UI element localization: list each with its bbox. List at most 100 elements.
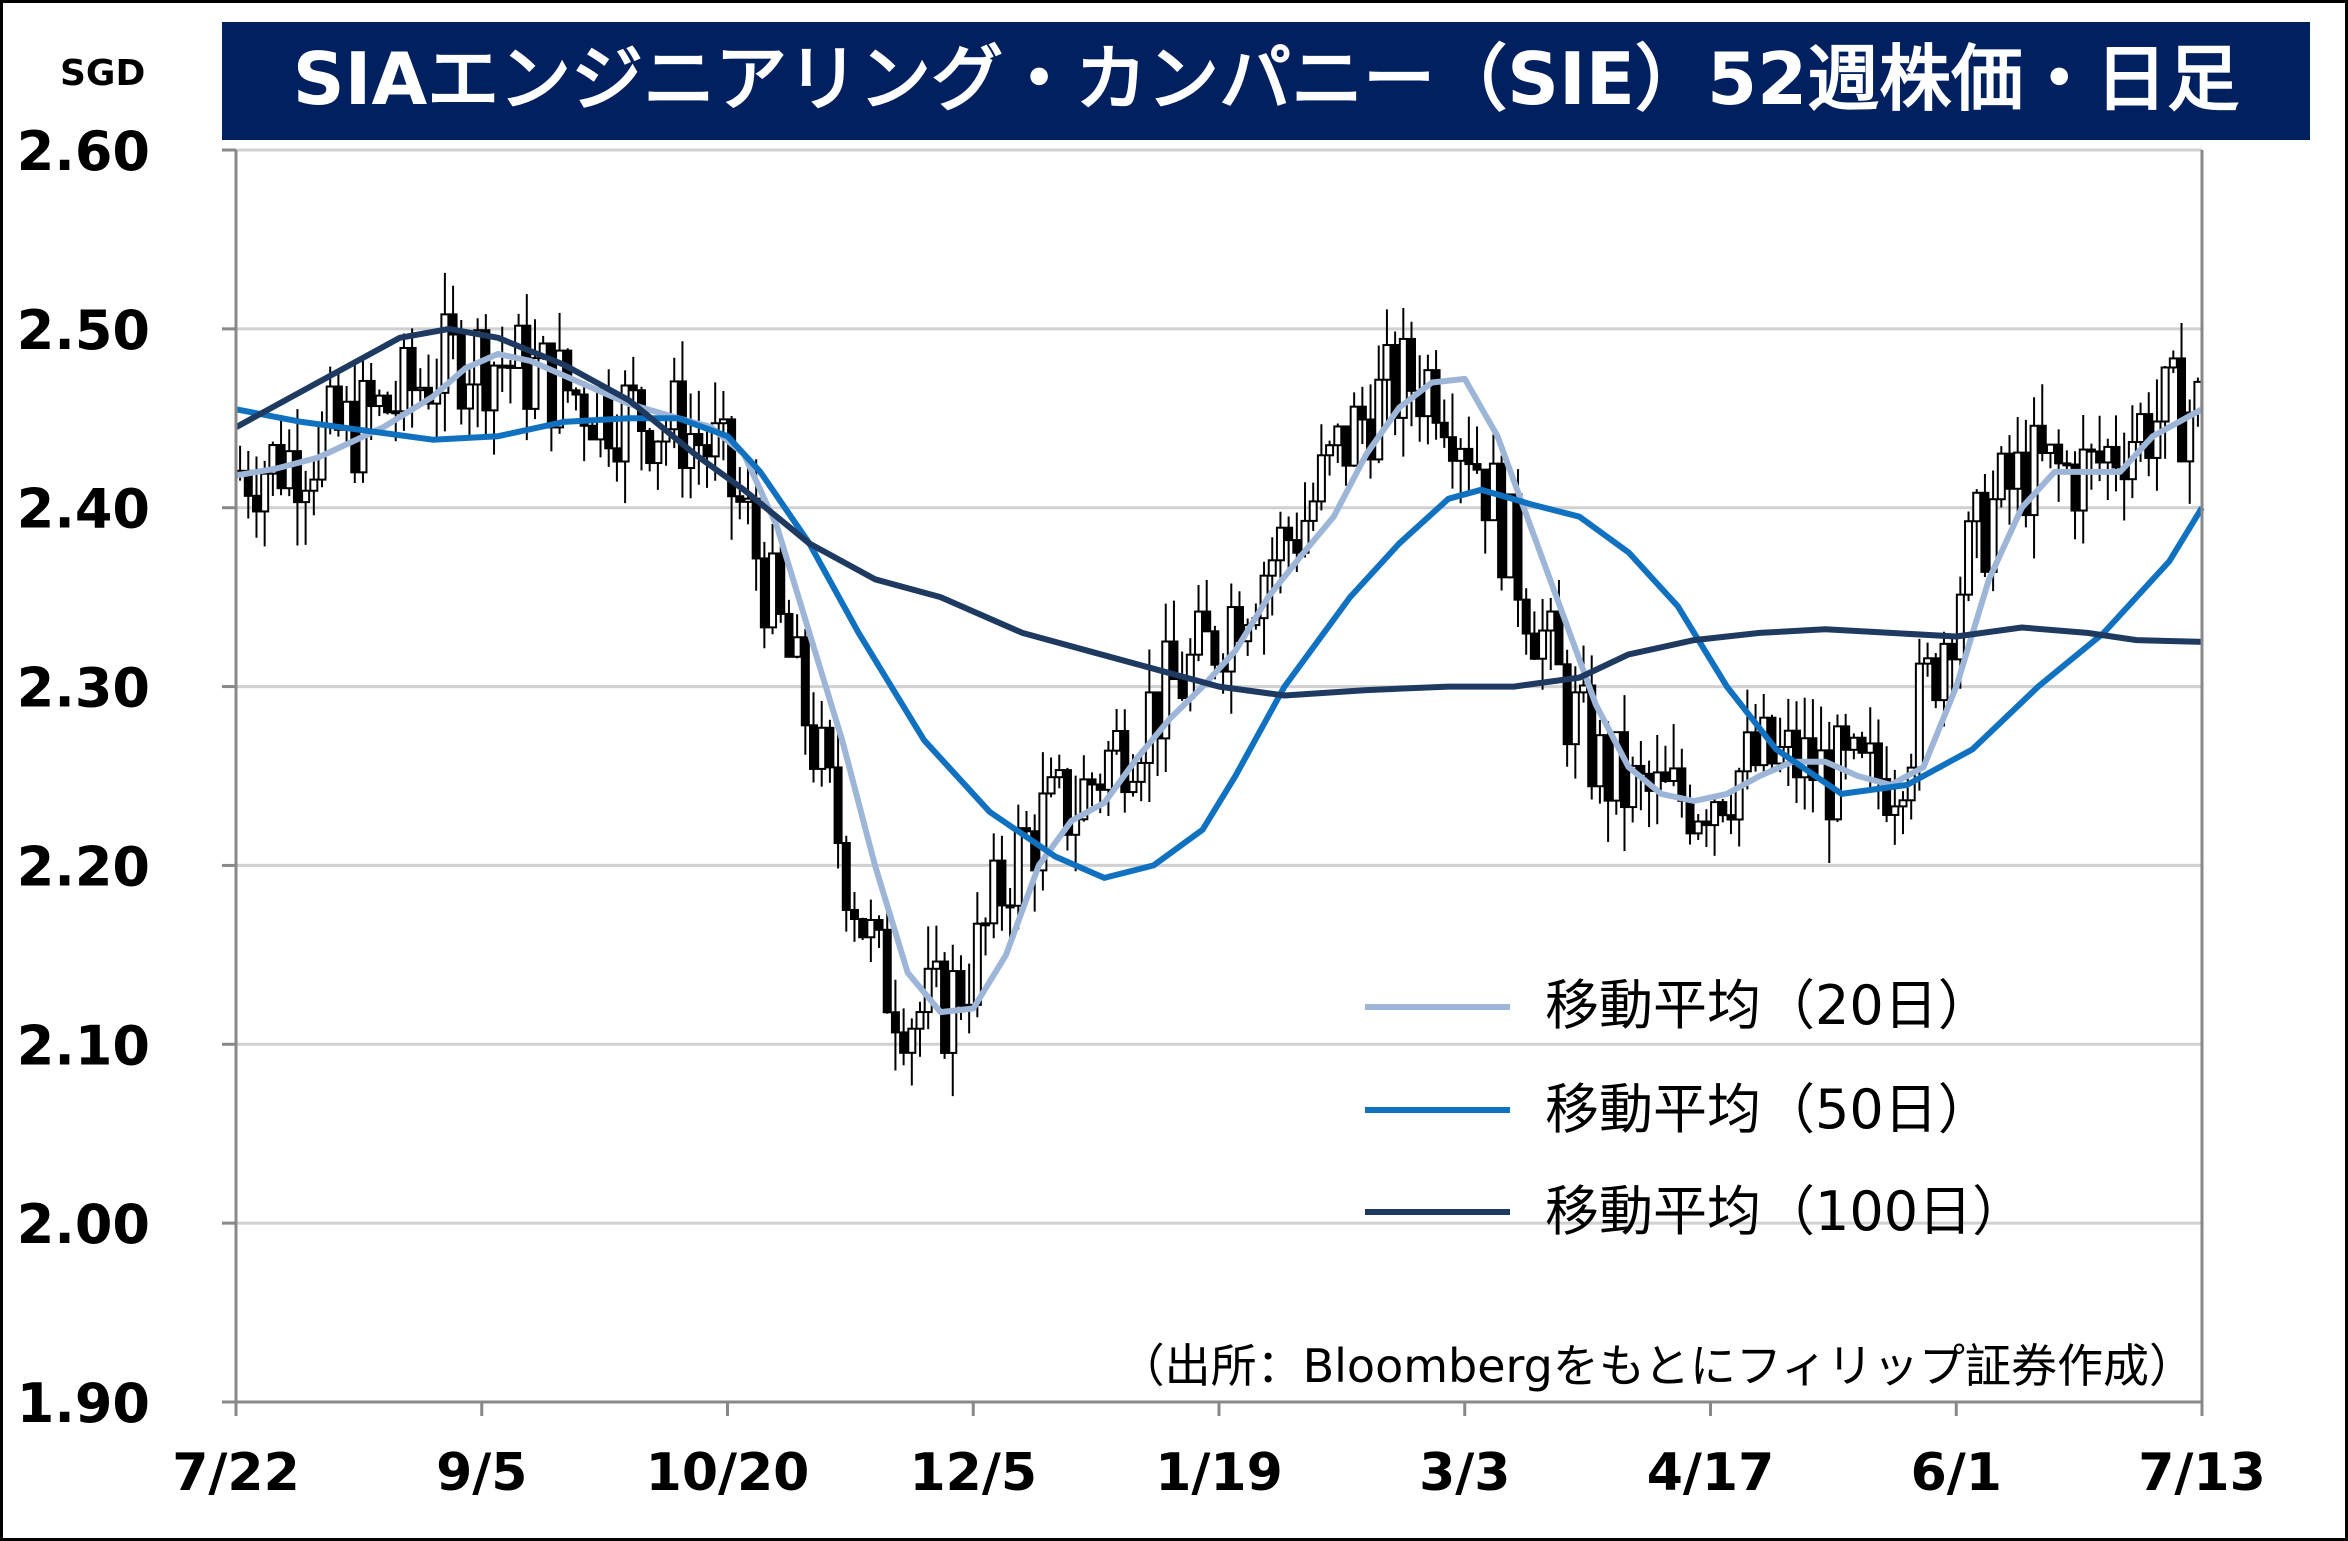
y-tick-label: 2.30 bbox=[17, 657, 150, 720]
candle-body bbox=[2037, 424, 2047, 454]
candle-body bbox=[1914, 662, 1924, 769]
candle-body bbox=[1554, 610, 1564, 666]
candle-body bbox=[817, 726, 827, 770]
candle-body bbox=[653, 440, 663, 465]
candle-body bbox=[981, 922, 991, 927]
candle-body bbox=[809, 724, 819, 770]
candle-body bbox=[1103, 749, 1113, 791]
y-tick-label: 2.60 bbox=[17, 120, 150, 183]
candle-body bbox=[882, 928, 892, 1014]
candle-body bbox=[1865, 742, 1875, 754]
candle-body bbox=[1177, 678, 1187, 700]
ma-line-ma50 bbox=[235, 406, 2205, 881]
candle-body bbox=[1595, 734, 1605, 788]
candle-body bbox=[2152, 420, 2162, 459]
candle-body bbox=[1521, 598, 1531, 635]
candle-body bbox=[1013, 827, 1023, 907]
candle-body bbox=[2004, 452, 2014, 490]
candle-body bbox=[1423, 369, 1433, 418]
candle-body bbox=[2136, 413, 2146, 444]
candle-body bbox=[1341, 425, 1351, 467]
candle-body bbox=[1619, 731, 1629, 809]
candle-body bbox=[358, 379, 368, 474]
candle-body bbox=[628, 384, 638, 392]
candle-body bbox=[1669, 767, 1679, 783]
candle-body bbox=[1710, 801, 1720, 827]
candle-body bbox=[1701, 820, 1711, 827]
candle-body bbox=[702, 444, 712, 458]
candle-body bbox=[1882, 778, 1892, 816]
legend: 移動平均（20日） 移動平均（50日） 移動平均（100日） bbox=[1365, 974, 2026, 1243]
candle-body bbox=[1964, 520, 1974, 596]
legend-label-ma100: 移動平均（100日） bbox=[1545, 1180, 2026, 1243]
candle-body bbox=[849, 908, 859, 921]
candle-body bbox=[587, 424, 597, 441]
candle-body bbox=[2111, 445, 2121, 469]
x-tick-label: 12/5 bbox=[909, 1443, 1037, 1503]
candle-body bbox=[325, 385, 335, 425]
candle-body bbox=[1284, 526, 1294, 542]
candle-body bbox=[1751, 731, 1761, 767]
candle-body bbox=[669, 380, 679, 431]
legend-label-ma50: 移動平均（50日） bbox=[1545, 1078, 1992, 1141]
candle-body bbox=[571, 389, 581, 396]
candle-body bbox=[874, 918, 884, 931]
candle-body bbox=[1062, 769, 1072, 836]
y-tick-label: 2.50 bbox=[17, 299, 150, 362]
candle-body bbox=[1472, 463, 1482, 471]
candle-body bbox=[768, 552, 778, 629]
candle-body bbox=[579, 393, 589, 427]
candle-body bbox=[1210, 630, 1220, 666]
candle-body bbox=[997, 859, 1007, 907]
candle-body bbox=[2103, 445, 2113, 464]
candle-body bbox=[2070, 463, 2080, 512]
candle-body bbox=[1718, 801, 1728, 817]
candle-body bbox=[366, 379, 376, 408]
candle-body bbox=[309, 478, 319, 492]
candle-body bbox=[1382, 344, 1392, 381]
x-tick-label: 7/22 bbox=[172, 1443, 300, 1503]
candle-body bbox=[530, 357, 540, 410]
candle-body bbox=[800, 636, 810, 727]
candle-body bbox=[2185, 411, 2195, 463]
candle-body bbox=[1546, 610, 1556, 632]
candle-body bbox=[776, 552, 786, 615]
candle-body bbox=[1169, 640, 1179, 681]
candle-body bbox=[1800, 737, 1810, 779]
candle-body bbox=[718, 418, 728, 425]
candle-body bbox=[1480, 468, 1490, 522]
candle-body bbox=[792, 636, 802, 658]
ma-line-ma20 bbox=[235, 350, 2204, 1016]
candle-body bbox=[522, 324, 532, 410]
candle-body bbox=[407, 346, 417, 392]
candle-body bbox=[2062, 462, 2072, 467]
candle-body bbox=[1275, 526, 1285, 562]
candle-body bbox=[505, 364, 515, 369]
candle-body bbox=[858, 918, 868, 939]
x-tick-label: 7/13 bbox=[2138, 1443, 2266, 1503]
candle-body bbox=[1005, 904, 1015, 909]
candle-body bbox=[2160, 366, 2170, 423]
candle-body bbox=[1333, 425, 1343, 447]
candle-body bbox=[866, 918, 876, 939]
candle-body bbox=[2021, 451, 2031, 517]
candle-body bbox=[333, 385, 343, 431]
candle-body bbox=[1529, 632, 1539, 660]
legend-label-ma20: 移動平均（20日） bbox=[1545, 974, 1992, 1037]
candle-body bbox=[645, 429, 655, 465]
candle-body bbox=[1955, 593, 1965, 661]
candle-body bbox=[1693, 820, 1703, 835]
candle-body bbox=[784, 612, 794, 658]
candle-body bbox=[2095, 450, 2105, 464]
candle-body bbox=[1660, 771, 1670, 783]
candle-body bbox=[1431, 369, 1441, 424]
x-tick-label: 4/17 bbox=[1647, 1443, 1775, 1503]
candle-body bbox=[907, 1027, 917, 1054]
candle-body bbox=[399, 346, 409, 413]
candle-body bbox=[1538, 629, 1548, 660]
candle-body bbox=[1726, 814, 1736, 821]
y-tick-label: 2.40 bbox=[17, 478, 150, 541]
candle-body bbox=[915, 1011, 925, 1030]
candle-body bbox=[1144, 691, 1154, 764]
